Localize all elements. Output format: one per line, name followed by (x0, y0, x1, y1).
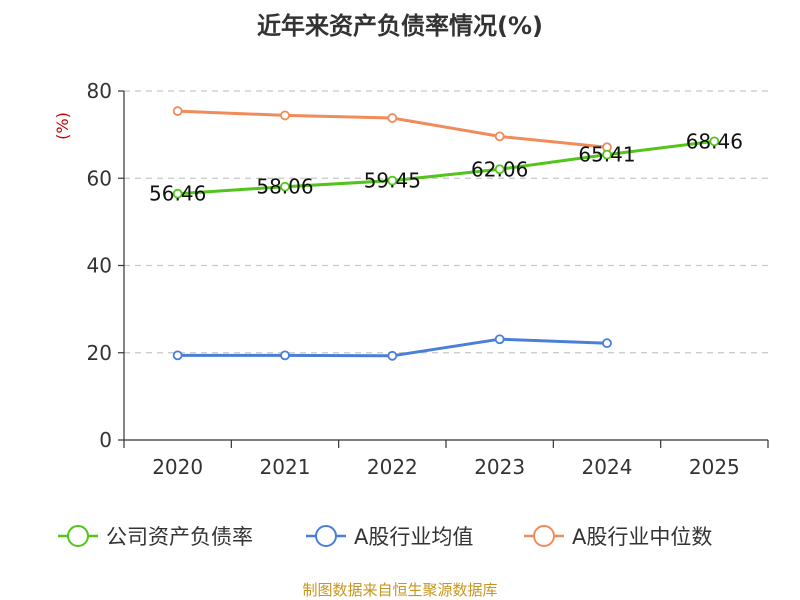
x-tick-label-2025: 2025 (689, 455, 740, 479)
y-tick-label-60: 60 (87, 166, 112, 190)
series-2-point-2021 (280, 110, 290, 121)
legend: 公司资产负债率 A股行业均值 A股行业中位数 (58, 525, 712, 549)
series-0-point-2024 (602, 149, 612, 160)
data-label-2025: 68.46 (686, 129, 743, 153)
series-2-point-2022 (387, 113, 398, 123)
series-1-point-2020 (172, 350, 183, 361)
grid-lines (124, 90, 768, 354)
legend-label-2: A股行业中位数 (572, 525, 712, 549)
y-tick-label-0: 0 (99, 428, 112, 452)
x-tick-label-2023: 2023 (474, 455, 525, 479)
y-tick-label-20: 20 (87, 341, 112, 365)
series-2-point-2023 (494, 131, 505, 142)
series-0-point-2020 (172, 188, 183, 199)
data-label-2021: 58.06 (256, 175, 313, 199)
data-label-2020: 56.46 (149, 182, 206, 206)
series-line-0 (177, 139, 715, 196)
legend-label-1: A股行业均值 (354, 525, 473, 549)
series-0-point-2021 (280, 181, 290, 192)
data-labels: 56.46 58.06 59.45 62.06 65.41 68.46 (149, 129, 743, 205)
series-0-point-2025 (709, 136, 720, 147)
series-2-point-2020 (172, 106, 183, 116)
series-1-point-2021 (280, 350, 290, 361)
legend-label-0: 公司资产负债率 (106, 525, 253, 549)
y-tick-label-40: 40 (87, 254, 112, 278)
data-label-2024: 65.41 (578, 143, 635, 167)
y-axis-unit-label: (%) (53, 112, 72, 140)
series-0-point-2022 (387, 175, 398, 186)
data-label-2023: 62.06 (471, 157, 528, 181)
series-1-point-2022 (387, 350, 398, 361)
axes: 0 20 40 60 80 2020 2021 2022 2023 2024 2025 (87, 79, 769, 479)
x-tick-label-2022: 2022 (367, 455, 418, 479)
legend-marker-2 (533, 525, 555, 547)
legend-marker-0 (67, 525, 89, 547)
series-0-point-2023 (494, 164, 505, 175)
data-label-2022: 59.45 (364, 169, 421, 193)
x-tick-label-2024: 2024 (582, 455, 633, 479)
source-note: 制图数据来自恒生聚源数据库 (302, 581, 497, 599)
series-1-point-2024 (602, 338, 612, 349)
x-tick-label-2020: 2020 (152, 455, 203, 479)
y-tick-label-80: 80 (87, 79, 112, 103)
series-layer (172, 106, 720, 361)
x-tick-label-2021: 2021 (260, 455, 311, 479)
chart-title: 近年来资产负债率情况(%) (257, 12, 543, 40)
legend-marker-1 (315, 525, 337, 547)
series-1-point-2023 (494, 334, 505, 345)
